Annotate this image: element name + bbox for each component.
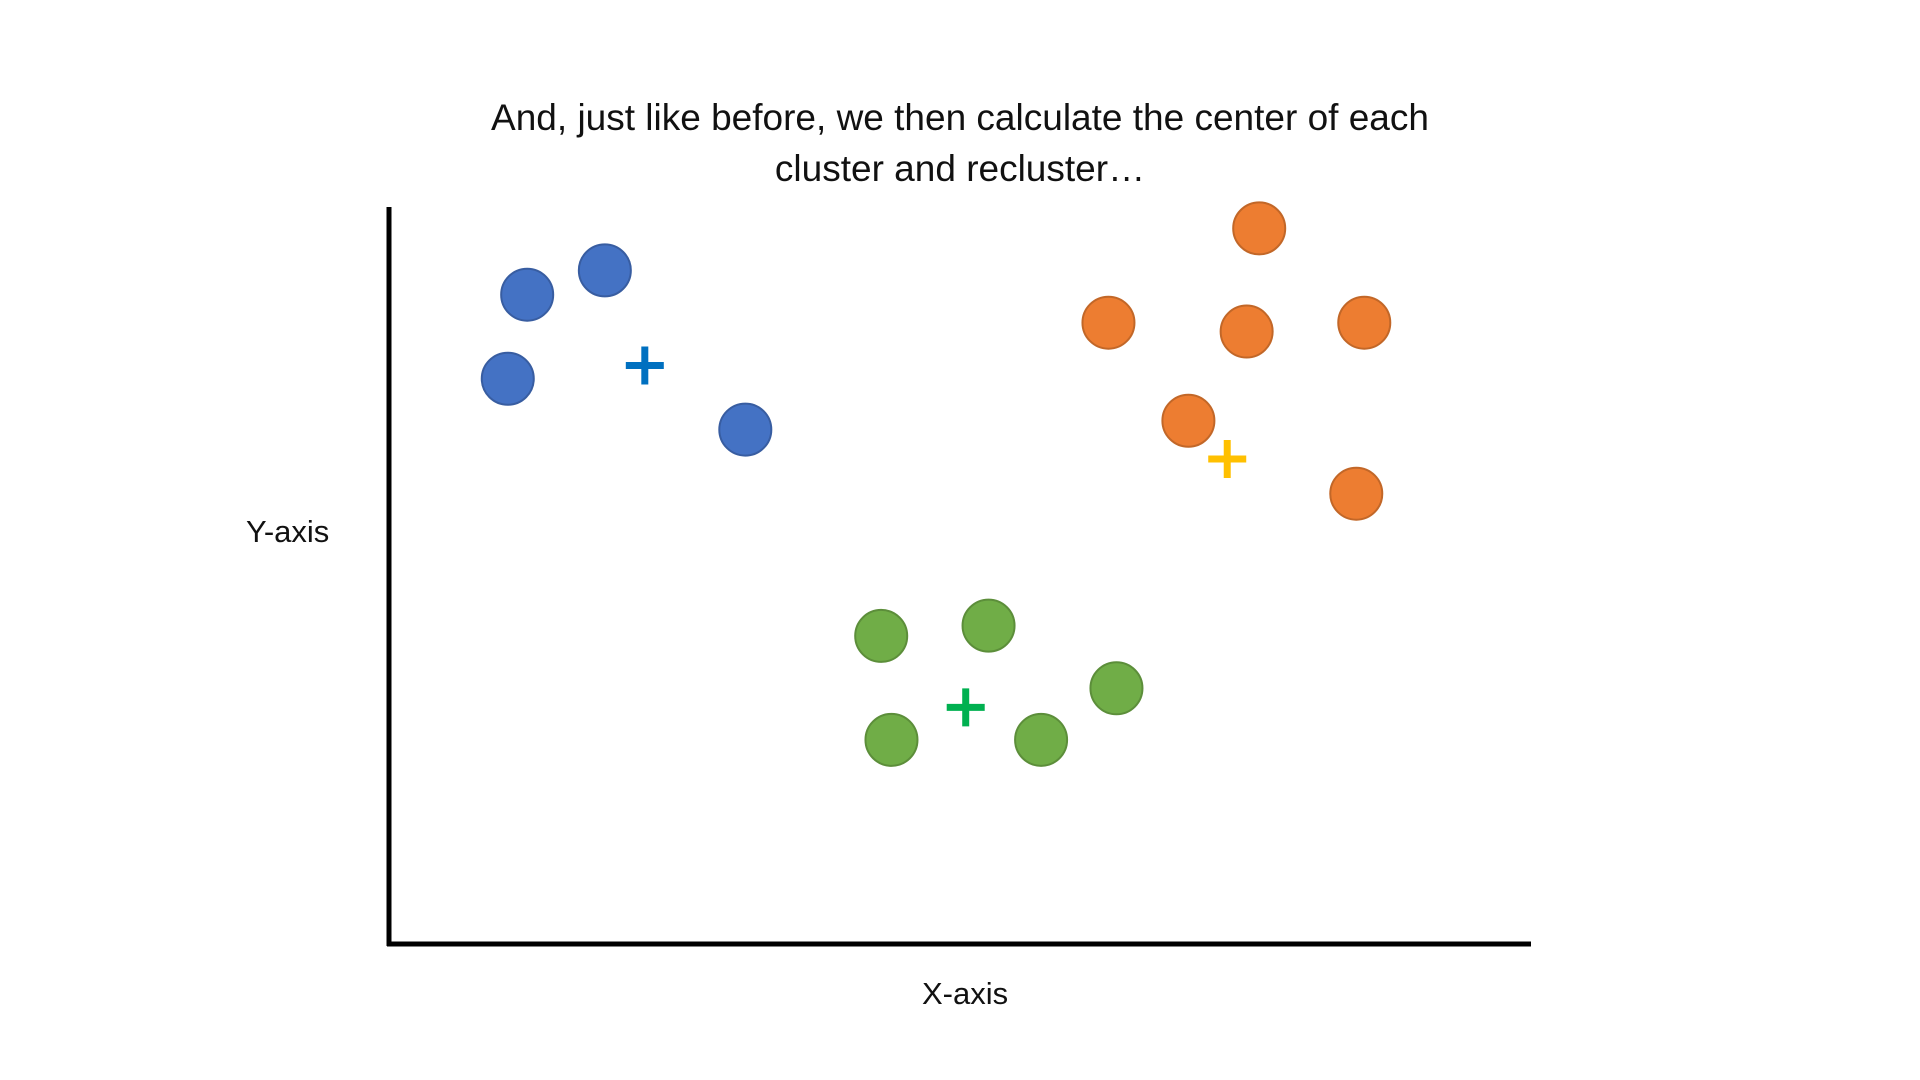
cluster-3-point-1 (854, 608, 909, 663)
y-axis-label: Y-axis (246, 514, 330, 549)
cluster-2-point-2 (1081, 295, 1136, 350)
points-layer (480, 201, 1392, 767)
cluster-2-center-marker (1208, 440, 1247, 479)
cluster-1-point-1 (500, 267, 555, 322)
cluster-3-point-4 (864, 712, 919, 767)
x-axis-label: X-axis (922, 976, 1009, 1011)
cluster-2-point-6 (1329, 466, 1384, 521)
centers-layer (625, 346, 1247, 727)
cluster-3-point-3 (1089, 661, 1144, 716)
cluster-2-point-3 (1219, 304, 1274, 359)
cluster-1-center-marker (625, 346, 664, 385)
cluster-1-point-2 (577, 243, 632, 298)
cluster-3-point-2 (961, 598, 1016, 653)
cluster-2-point-5 (1161, 393, 1216, 448)
cluster-2-point-1 (1232, 201, 1287, 256)
cluster-1-point-4 (718, 402, 773, 457)
cluster-3-point-5 (1014, 712, 1069, 767)
cluster-1-point-3 (480, 351, 535, 406)
chart-title: And, just like before, we then calculate… (300, 92, 1620, 194)
cluster-3-center-marker (946, 688, 985, 727)
chart-title-line-2: cluster and recluster… (774, 148, 1146, 189)
cluster-2-point-4 (1337, 295, 1392, 350)
chart-title-line-1: And, just like before, we then calculate… (491, 97, 1429, 138)
